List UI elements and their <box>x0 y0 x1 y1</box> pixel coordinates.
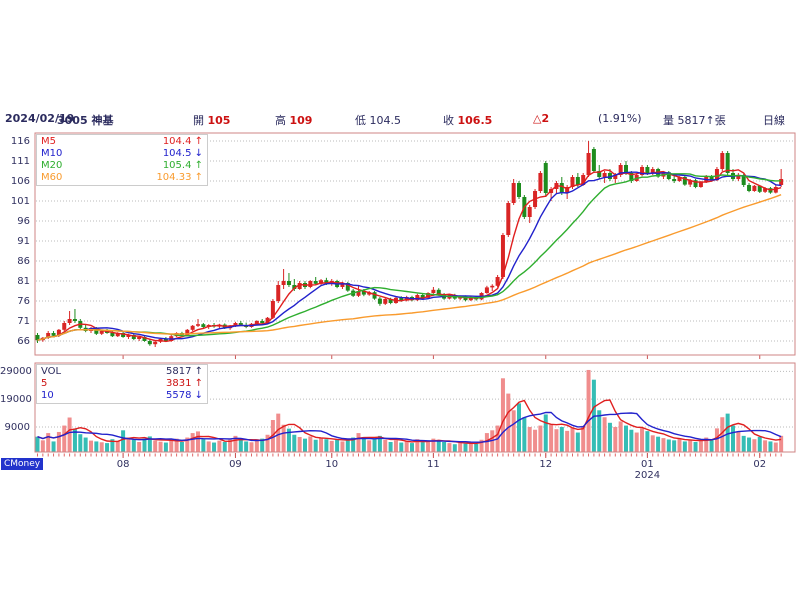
legend-label: M20 <box>41 160 63 171</box>
legend-label: 10 <box>41 390 54 401</box>
legend-row: M60 104.33 ↑ <box>41 172 203 184</box>
low-label: 低 <box>355 114 366 127</box>
open-label: 開 <box>193 114 204 127</box>
legend-value: 105.4 ↑ <box>162 160 203 171</box>
legend-row: 5 3831 ↑ <box>41 378 203 390</box>
legend-row: M10 104.5 ↓ <box>41 148 203 160</box>
stock-name: 3005 神基 <box>57 114 114 127</box>
legend-row: 10 5578 ↓ <box>41 390 203 402</box>
low-group: 低 104.5 <box>355 112 401 128</box>
legend-value: 5817 ↑ <box>165 366 203 377</box>
close-group: 收 106.5 <box>443 112 492 128</box>
change-percent: (1.91%) <box>598 112 642 125</box>
legend-value: 104.33 ↑ <box>156 172 203 183</box>
legend-label: M60 <box>41 172 63 183</box>
legend-value: 3831 ↑ <box>165 378 203 389</box>
legend-label: VOL <box>41 366 62 377</box>
change-value: △2 <box>533 112 550 125</box>
high-label: 高 <box>275 114 286 127</box>
open-group: 開 105 <box>193 112 230 128</box>
close-value: 106.5 <box>457 114 493 127</box>
legend-value: 104.5 ↓ <box>162 148 203 159</box>
legend-label: 5 <box>41 378 48 389</box>
period-selector[interactable]: 日線 <box>763 114 785 127</box>
legend-row: M5 104.4 ↑ <box>41 136 203 148</box>
cmoney-logo: CMoney <box>1 458 44 470</box>
legend-label: M10 <box>41 148 63 159</box>
legend-row: M20 105.4 ↑ <box>41 160 203 172</box>
legend-label: M5 <box>41 136 56 147</box>
volume-label: 量 <box>663 114 674 127</box>
open-value: 105 <box>207 114 231 127</box>
low-value: 104.5 <box>369 114 402 127</box>
date-label: 2024/02/19 <box>5 112 75 125</box>
legend-value: 104.4 ↑ <box>162 136 203 147</box>
volume-group: 量 5817↑張 <box>663 112 726 128</box>
legend-row: VOL 5817 ↑ <box>41 366 203 378</box>
ma-legend: M5 104.4 ↑ M10 104.5 ↓ M20 105.4 ↑ M60 104.33 ↑ <box>36 134 208 186</box>
volume-legend: VOL 5817 ↑ 5 3831 ↑ 10 5578 ↓ <box>36 364 208 404</box>
legend-value: 5578 ↓ <box>165 390 203 401</box>
volume-value: 5817↑張 <box>677 114 726 127</box>
high-group: 高 109 <box>275 112 312 128</box>
high-value: 109 <box>289 114 313 127</box>
close-label: 收 <box>443 114 454 127</box>
